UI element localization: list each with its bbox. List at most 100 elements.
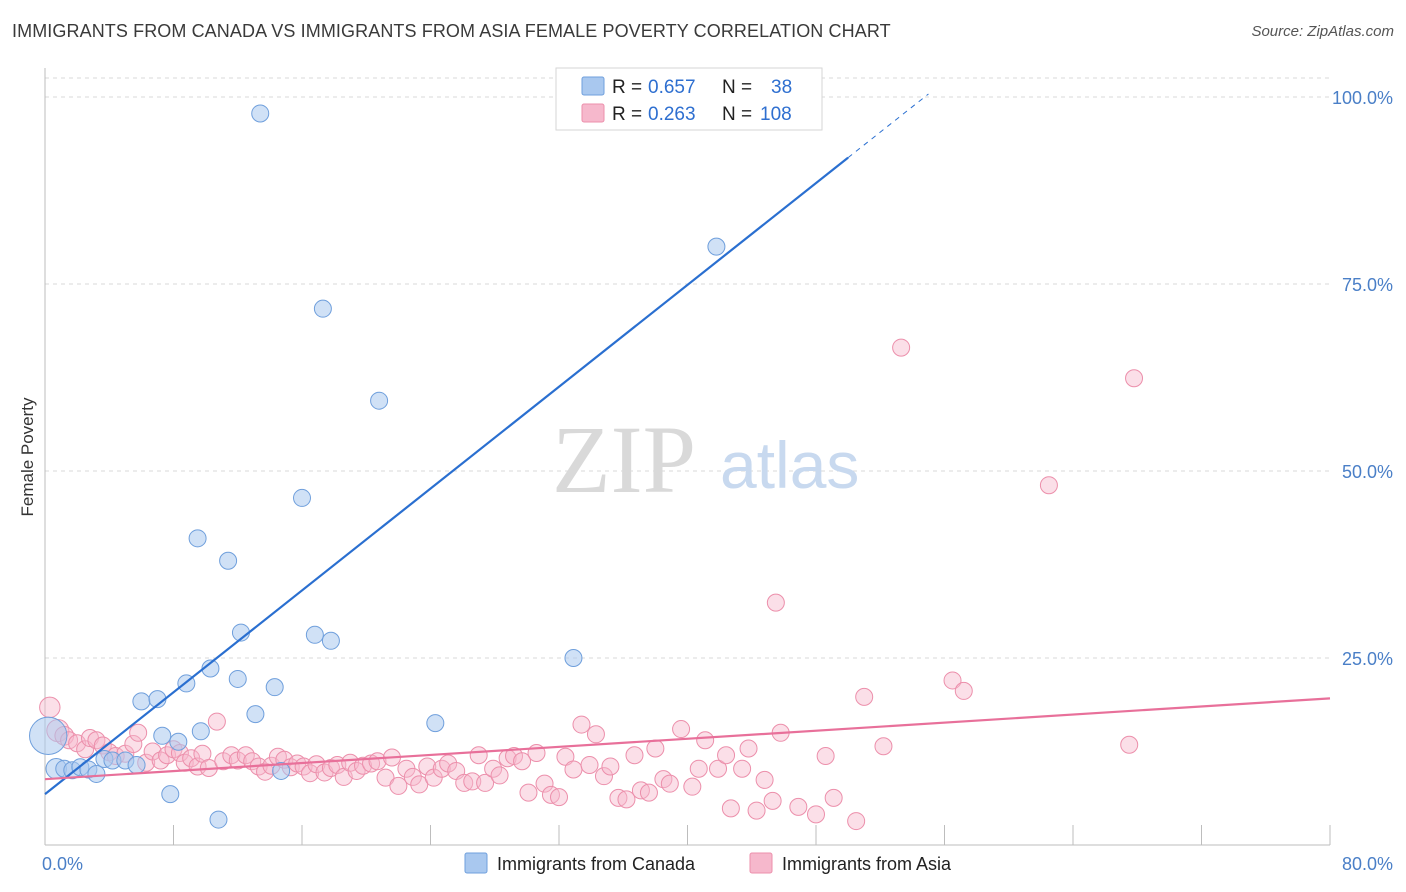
asia-point (207, 712, 226, 731)
canada-point (132, 692, 151, 711)
asia-point (129, 723, 148, 742)
asia-point (847, 812, 866, 831)
asia-point (954, 681, 973, 700)
asia-point (617, 790, 636, 809)
y-tick-label: 50.0% (1342, 462, 1393, 482)
asia-point (564, 760, 583, 779)
canada-point (370, 391, 389, 410)
canada-point (293, 488, 311, 507)
canada-point (321, 631, 340, 650)
asia-trend-line (44, 697, 1331, 781)
canada-point (153, 726, 172, 745)
legend-r-value-asia: 0.263 (648, 104, 696, 125)
asia-point (696, 731, 715, 750)
canada-point (272, 761, 291, 780)
watermark: ZIP atlas (552, 406, 859, 513)
asia-point (943, 671, 962, 690)
asia-point (639, 783, 658, 802)
asia-point (855, 687, 874, 706)
asia-point (490, 766, 509, 785)
canada-point (313, 299, 332, 318)
legend-n-value-canada: 38 (771, 77, 792, 98)
canada-point (191, 722, 210, 741)
asia-point (535, 774, 554, 793)
asia-point (476, 773, 495, 792)
asia-point (672, 720, 691, 739)
canada-point (564, 649, 583, 667)
x-tick-label: 80.0% (1342, 854, 1393, 874)
asia-point (1120, 735, 1139, 754)
trend-lines (44, 93, 1331, 795)
asia-point (816, 746, 835, 765)
asia-point (807, 805, 825, 824)
asia-point (766, 593, 785, 612)
grid-lines (45, 77, 1330, 659)
asia-point (683, 777, 702, 796)
asia-point (580, 755, 599, 774)
chart-title: IMMIGRANTS FROM CANADA VS IMMIGRANTS FRO… (12, 21, 891, 41)
canada-point (707, 237, 726, 256)
asia-point (1125, 369, 1144, 388)
top-legend: R = 0.657 N = 38 R = 0.263 N = 108 (555, 67, 823, 131)
asia-point (789, 797, 808, 816)
canada-trend-line-extension (847, 93, 929, 158)
canada-point (161, 785, 180, 804)
legend-r-value-canada: 0.657 (648, 77, 696, 98)
axes (44, 68, 1331, 846)
asia-point (484, 759, 503, 778)
asia-point (301, 764, 320, 783)
asia-point (721, 799, 740, 818)
legend-r-label-canada: R = (612, 77, 642, 98)
watermark-zip: ZIP (552, 406, 696, 513)
asia-point (709, 759, 728, 778)
canada-point (246, 705, 265, 724)
asia-point (586, 725, 605, 744)
watermark-atlas: atlas (720, 428, 859, 502)
bottom-legend: Immigrants from Canada Immigrants from A… (464, 852, 952, 874)
canada-point (188, 529, 207, 548)
asia-point (717, 746, 736, 765)
asia-point (389, 776, 408, 795)
legend-n-label-asia: N = (722, 104, 752, 125)
y-tick-label: 75.0% (1342, 275, 1393, 295)
canada-point (29, 716, 68, 755)
asia-point (874, 737, 893, 756)
canada-point (228, 669, 247, 688)
asia-point (556, 747, 575, 766)
x-tick-label: 0.0% (42, 854, 83, 874)
tick-labels: 25.0% 50.0% 75.0% 100.0% 0.0% 80.0% (42, 88, 1393, 874)
asia-point (469, 746, 488, 765)
bottom-legend-label-canada: Immigrants from Canada (497, 854, 696, 874)
canada-trend-line (44, 156, 849, 795)
asia-point (654, 770, 673, 789)
asia-point (513, 752, 532, 771)
asia-point (572, 715, 591, 734)
asia-point (376, 768, 395, 787)
asia-point (594, 767, 613, 786)
asia-point (747, 801, 766, 820)
asia-point (689, 759, 708, 778)
y-tick-label: 25.0% (1342, 649, 1393, 669)
canada-point (426, 714, 445, 733)
asia-point (124, 735, 143, 754)
asia-point (463, 772, 482, 791)
asia-point (1039, 476, 1058, 495)
y-tick-label: 100.0% (1332, 88, 1393, 108)
asia-point (519, 783, 538, 802)
y-axis-title: Female Poverty (18, 397, 37, 517)
asia-point (763, 791, 782, 810)
bottom-legend-swatch-asia (749, 852, 773, 874)
legend-swatch-asia (581, 103, 605, 123)
canada-point (209, 810, 228, 829)
asia-point (418, 757, 437, 776)
asia-point (739, 739, 758, 758)
asia-point (646, 739, 665, 758)
asia-point (601, 757, 620, 776)
canada-point (87, 764, 106, 783)
asia-point (824, 788, 843, 807)
chart-source: Source: ZipAtlas.com (1251, 23, 1394, 40)
bottom-legend-label-asia: Immigrants from Asia (782, 854, 952, 874)
asia-point (755, 770, 774, 789)
canada-point (219, 551, 238, 570)
